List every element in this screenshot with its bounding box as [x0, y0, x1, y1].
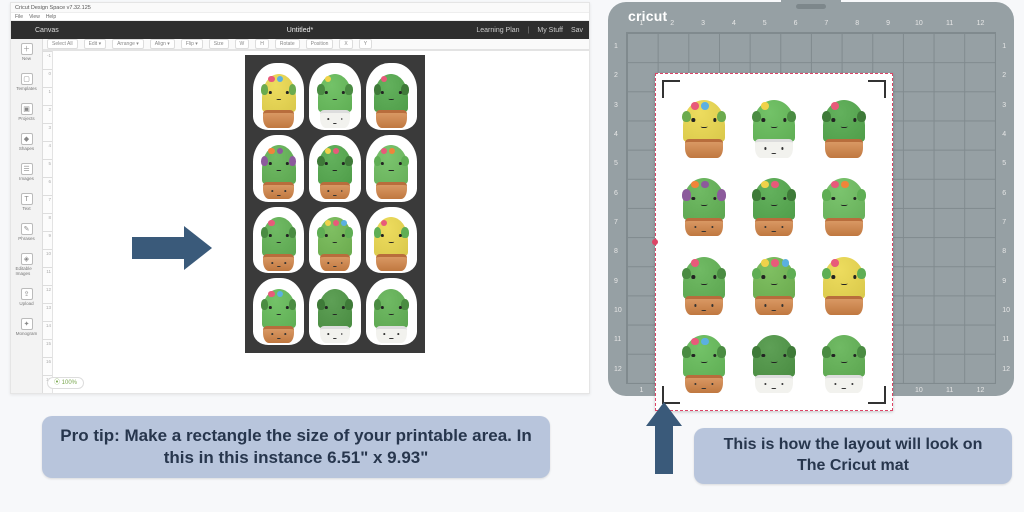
option-y[interactable]: Y [359, 39, 372, 49]
templates-icon: ▢ [21, 73, 33, 85]
cactus-sticker [742, 88, 806, 161]
my-stuff-link[interactable]: My Stuff [537, 27, 563, 34]
tool-images[interactable]: ☰Images [16, 163, 38, 181]
tool-monogram[interactable]: ✦Monogram [16, 318, 38, 336]
upload-icon: ⇪ [21, 288, 33, 300]
top-bar: Canvas Untitled* Learning Plan | My Stuf… [11, 21, 589, 39]
cactus-sticker [309, 207, 360, 274]
shapes-icon: ◆ [21, 133, 33, 145]
cactus-sticker [253, 63, 304, 130]
option-arrange-[interactable]: Arrange ▾ [112, 39, 144, 49]
cactus-sticker [812, 88, 876, 161]
images-icon: ☰ [21, 163, 33, 175]
sticker-layout [672, 88, 876, 396]
cactus-sticker [253, 135, 304, 202]
cactus-sticker [672, 167, 736, 240]
cactus-sticker [309, 135, 360, 202]
option-w[interactable]: W [235, 39, 250, 49]
tool-templates[interactable]: ▢Templates [16, 73, 38, 91]
new-icon: ＋ [21, 43, 33, 55]
cactus-sticker [366, 135, 417, 202]
option-position[interactable]: Position [306, 39, 334, 49]
print-sheet [655, 73, 893, 411]
mat-ruler-top: 123456789101112 [626, 20, 996, 27]
mat-ruler-left: 123456789101112 [614, 32, 622, 384]
tool-text[interactable]: TText [16, 193, 38, 211]
tool-projects[interactable]: ▣Projects [16, 103, 38, 121]
projects-icon: ▣ [21, 103, 33, 115]
save-button[interactable]: Sav [571, 27, 583, 34]
cactus-sticker [812, 324, 876, 397]
options-bar: Select All Edit ▾ Arrange ▾ Align ▾ Flip ▾ Si… [43, 39, 589, 50]
monogram-icon: ✦ [21, 318, 33, 330]
canvas[interactable] [53, 51, 589, 393]
tool-new[interactable]: ＋New [16, 43, 38, 61]
zoom-indicator[interactable]: ⦿ 100% [47, 377, 84, 389]
option-size[interactable]: Size [209, 39, 229, 49]
learning-plan-link[interactable]: Learning Plan [476, 27, 519, 34]
cactus-sticker [742, 245, 806, 318]
printable-area-rectangle[interactable] [245, 55, 425, 353]
tool-upload[interactable]: ⇪Upload [16, 288, 38, 306]
callout-pro-tip: Pro tip: Make a rectangle the size of yo… [42, 416, 550, 478]
menu-view[interactable]: View [29, 14, 40, 20]
canvas-label[interactable]: Canvas [35, 27, 59, 34]
phrases-icon: ✎ [21, 223, 33, 235]
cactus-sticker [672, 88, 736, 161]
mat-tab [781, 0, 841, 14]
cactus-sticker [309, 278, 360, 345]
option-align-[interactable]: Align ▾ [150, 39, 175, 49]
mat-grid [626, 32, 996, 384]
cactus-sticker [366, 207, 417, 274]
cactus-sticker [742, 167, 806, 240]
cactus-sticker [366, 278, 417, 345]
cactus-sticker [812, 167, 876, 240]
mat-ruler-right: 123456789101112 [1002, 32, 1010, 384]
tool-shapes[interactable]: ◆Shapes [16, 133, 38, 151]
cut-border-handle [652, 239, 658, 245]
cactus-sticker [253, 278, 304, 345]
arrow-right-icon [132, 226, 218, 270]
option-select-all[interactable]: Select All [47, 39, 78, 49]
tool-phrases[interactable]: ✎Phrases [16, 223, 38, 241]
menu-file[interactable]: File [15, 14, 23, 20]
cactus-sticker [672, 245, 736, 318]
cactus-sticker [253, 207, 304, 274]
menu-help[interactable]: Help [46, 14, 56, 20]
tool-editable-images[interactable]: ◈Editable Images [16, 253, 38, 276]
cactus-sticker [366, 63, 417, 130]
option-x[interactable]: X [339, 39, 352, 49]
option-rotate[interactable]: Rotate [275, 39, 300, 49]
side-toolbar: ＋New ▢Templates ▣Projects ◆Shapes ☰Images TTe… [11, 39, 43, 393]
option-edit-[interactable]: Edit ▾ [84, 39, 107, 49]
editable-images-icon: ◈ [21, 253, 33, 265]
document-title: Untitled* [287, 27, 313, 34]
option-flip-[interactable]: Flip ▾ [181, 39, 203, 49]
text-icon: T [21, 193, 33, 205]
callout-mat-layout: This is how the layout will look on The … [694, 428, 1012, 484]
cactus-sticker [812, 245, 876, 318]
window-title: Cricut Design Space v7.32.125 [11, 3, 589, 13]
design-space-window: Cricut Design Space v7.32.125 File View He… [10, 2, 590, 394]
vertical-ruler: -101234567891011121314151617 [43, 51, 53, 393]
cactus-sticker [309, 63, 360, 130]
cactus-sticker [742, 324, 806, 397]
arrow-up-icon [646, 402, 682, 474]
cactus-sticker [672, 324, 736, 397]
option-h[interactable]: H [255, 39, 269, 49]
menu-bar: File View Help [11, 13, 589, 21]
cricut-mat: cricut 123456789101112 123456789101112 1… [608, 2, 1014, 396]
